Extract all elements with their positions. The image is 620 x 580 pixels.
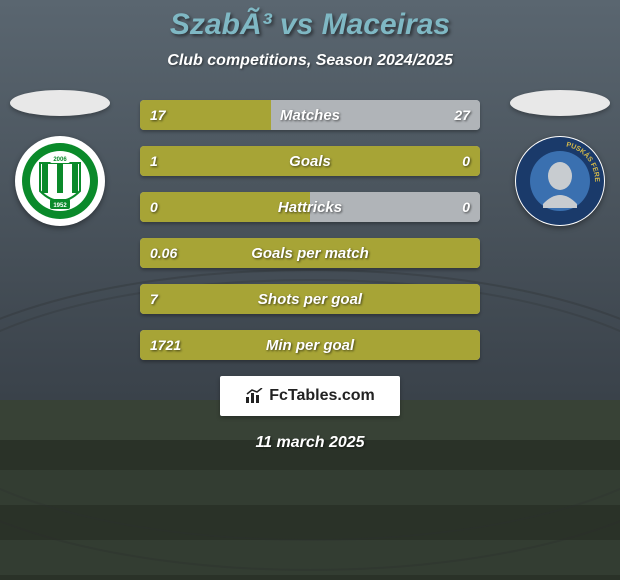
stat-label: Matches <box>140 100 480 130</box>
svg-text:1952: 1952 <box>53 203 67 209</box>
stat-label: Goals per match <box>140 238 480 268</box>
stat-value-right: 0 <box>462 192 470 222</box>
branding-badge: FcTables.com <box>220 376 400 416</box>
stat-value-right: 27 <box>454 100 470 130</box>
stat-row: 1Goals0 <box>140 146 480 176</box>
player2-club-logo: PUSKÁS FERENC <box>515 136 605 226</box>
page-title: SzabÃ³ vs Maceiras <box>0 8 620 42</box>
stat-value-right: 0 <box>462 146 470 176</box>
player2-badges: PUSKÁS FERENC <box>510 90 610 226</box>
stat-row: 0Hattricks0 <box>140 192 480 222</box>
stat-row: 7Shots per goal <box>140 284 480 314</box>
branding-text: FcTables.com <box>269 387 375 405</box>
stat-row: 1721Min per goal <box>140 330 480 360</box>
comparison-area: 2006 1952 PUSKÁS FERENC <box>0 100 620 452</box>
stat-row: 0.06Goals per match <box>140 238 480 268</box>
stat-label: Goals <box>140 146 480 176</box>
club1-crest-icon: 2006 1952 <box>20 141 100 221</box>
player1-badges: 2006 1952 <box>10 90 110 226</box>
player1-club-logo: 2006 1952 <box>15 136 105 226</box>
date-text: 11 march 2025 <box>0 434 620 452</box>
stat-label: Shots per goal <box>140 284 480 314</box>
player1-flag <box>10 90 110 116</box>
stat-label: Min per goal <box>140 330 480 360</box>
chart-icon <box>245 388 265 404</box>
subtitle: Club competitions, Season 2024/2025 <box>0 52 620 70</box>
stat-bars: 17Matches271Goals00Hattricks00.06Goals p… <box>140 100 480 360</box>
svg-text:2006: 2006 <box>53 157 67 163</box>
player2-flag <box>510 90 610 116</box>
stat-label: Hattricks <box>140 192 480 222</box>
stat-row: 17Matches27 <box>140 100 480 130</box>
club2-crest-icon: PUSKÁS FERENC <box>515 136 605 226</box>
